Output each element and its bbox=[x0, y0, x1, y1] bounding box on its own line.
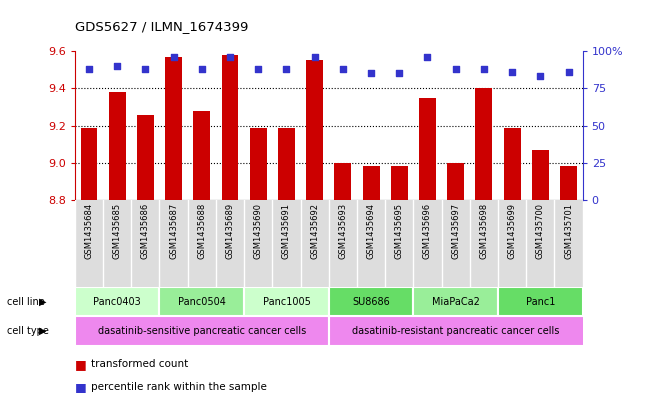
Point bbox=[507, 69, 518, 75]
Bar bbox=[165, 57, 182, 200]
Text: GSM1435698: GSM1435698 bbox=[479, 203, 488, 259]
Point bbox=[309, 54, 320, 60]
Point bbox=[84, 66, 94, 72]
Bar bbox=[363, 166, 380, 200]
Bar bbox=[159, 287, 244, 316]
Bar bbox=[221, 55, 238, 200]
Bar bbox=[329, 316, 597, 346]
Point bbox=[450, 66, 461, 72]
Point bbox=[197, 66, 207, 72]
Text: dasatinib-sensitive pancreatic cancer cells: dasatinib-sensitive pancreatic cancer ce… bbox=[98, 326, 306, 336]
Text: Panc0504: Panc0504 bbox=[178, 297, 226, 307]
Point bbox=[281, 66, 292, 72]
Bar bbox=[419, 98, 436, 200]
Text: GSM1435692: GSM1435692 bbox=[310, 203, 319, 259]
Point bbox=[253, 66, 264, 72]
Text: dasatinib-resistant pancreatic cancer cells: dasatinib-resistant pancreatic cancer ce… bbox=[352, 326, 559, 336]
Bar bbox=[278, 128, 295, 200]
Bar bbox=[244, 287, 329, 316]
Bar bbox=[81, 128, 98, 200]
Bar bbox=[391, 166, 408, 200]
Text: ▶: ▶ bbox=[39, 297, 47, 307]
Point bbox=[225, 54, 235, 60]
Text: GSM1435693: GSM1435693 bbox=[339, 203, 348, 259]
Text: GSM1435694: GSM1435694 bbox=[367, 203, 376, 259]
Bar bbox=[560, 166, 577, 200]
Point bbox=[478, 66, 489, 72]
Bar bbox=[335, 163, 352, 200]
Bar bbox=[75, 316, 329, 346]
Text: ■: ■ bbox=[75, 381, 87, 393]
Bar bbox=[329, 287, 413, 316]
Text: cell line: cell line bbox=[7, 297, 44, 307]
Bar bbox=[109, 92, 126, 200]
Bar bbox=[193, 111, 210, 200]
Text: GSM1435690: GSM1435690 bbox=[254, 203, 263, 259]
Text: ▶: ▶ bbox=[39, 326, 47, 336]
Text: GSM1435688: GSM1435688 bbox=[197, 203, 206, 259]
Text: percentile rank within the sample: percentile rank within the sample bbox=[91, 382, 267, 392]
Point bbox=[366, 70, 376, 77]
Text: GSM1435689: GSM1435689 bbox=[225, 203, 234, 259]
Text: GSM1435685: GSM1435685 bbox=[113, 203, 122, 259]
Text: GDS5627 / ILMN_1674399: GDS5627 / ILMN_1674399 bbox=[75, 20, 248, 33]
Text: MiaPaCa2: MiaPaCa2 bbox=[432, 297, 480, 307]
Bar bbox=[532, 150, 549, 200]
Text: SU8686: SU8686 bbox=[352, 297, 390, 307]
Point bbox=[563, 69, 574, 75]
Text: GSM1435695: GSM1435695 bbox=[395, 203, 404, 259]
Point bbox=[394, 70, 404, 77]
Bar bbox=[250, 128, 267, 200]
Text: GSM1435701: GSM1435701 bbox=[564, 203, 573, 259]
Point bbox=[422, 54, 433, 60]
Point bbox=[169, 54, 179, 60]
Text: GSM1435691: GSM1435691 bbox=[282, 203, 291, 259]
Text: GSM1435684: GSM1435684 bbox=[85, 203, 94, 259]
Text: Panc0403: Panc0403 bbox=[93, 297, 141, 307]
Point bbox=[338, 66, 348, 72]
Bar bbox=[475, 88, 492, 200]
Text: GSM1435699: GSM1435699 bbox=[508, 203, 517, 259]
Bar bbox=[498, 287, 583, 316]
Bar bbox=[447, 163, 464, 200]
Point bbox=[140, 66, 150, 72]
Bar bbox=[413, 287, 498, 316]
Text: GSM1435687: GSM1435687 bbox=[169, 203, 178, 259]
Bar bbox=[306, 61, 323, 200]
Text: GSM1435700: GSM1435700 bbox=[536, 203, 545, 259]
Text: GSM1435686: GSM1435686 bbox=[141, 203, 150, 259]
Text: cell type: cell type bbox=[7, 326, 48, 336]
Text: ■: ■ bbox=[75, 358, 87, 371]
Bar bbox=[75, 287, 159, 316]
Bar bbox=[504, 128, 521, 200]
Text: GSM1435696: GSM1435696 bbox=[423, 203, 432, 259]
Text: Panc1005: Panc1005 bbox=[262, 297, 311, 307]
Bar bbox=[137, 115, 154, 200]
Text: transformed count: transformed count bbox=[91, 359, 188, 369]
Text: Panc1: Panc1 bbox=[525, 297, 555, 307]
Text: GSM1435697: GSM1435697 bbox=[451, 203, 460, 259]
Point bbox=[112, 63, 122, 69]
Point bbox=[535, 73, 546, 80]
